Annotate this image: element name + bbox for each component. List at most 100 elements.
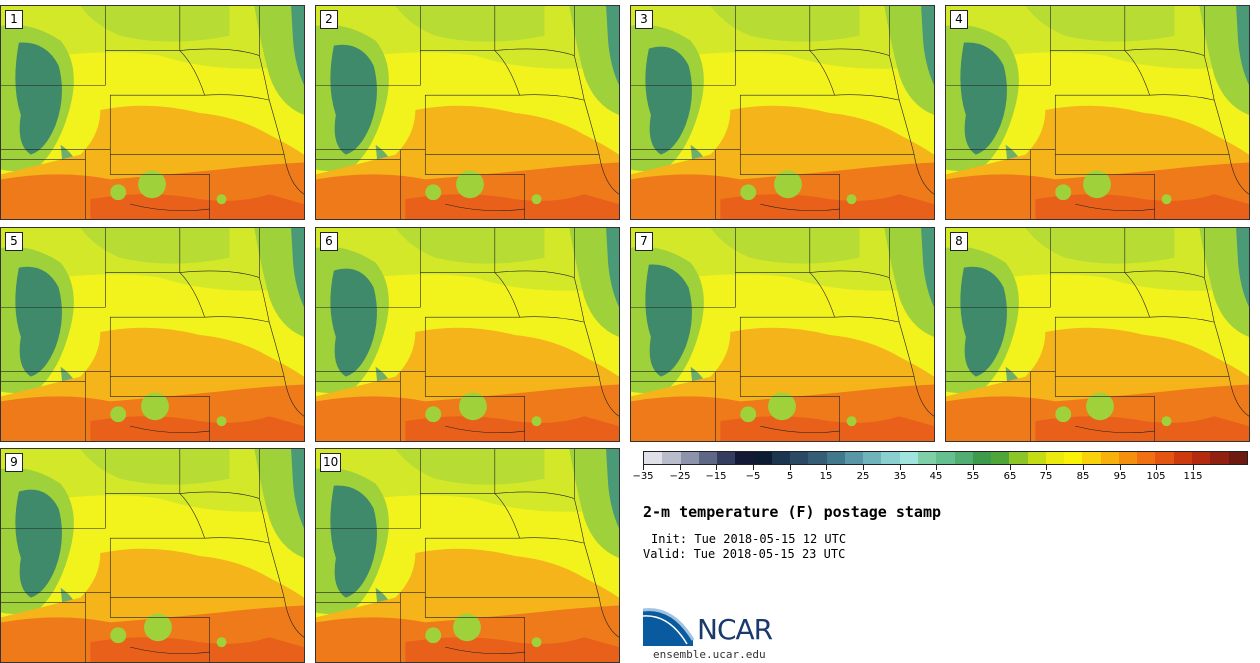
colorbar-tick: [1083, 465, 1084, 470]
member-number-badge: 3: [635, 10, 653, 29]
member-panel: 8: [945, 227, 1250, 442]
member-number-badge: 6: [320, 232, 338, 251]
colorbar-swatch: [1118, 452, 1138, 464]
member-number-badge: 1: [5, 10, 23, 29]
colorbar-swatch: [881, 452, 900, 464]
colorbar-swatch: [644, 452, 663, 464]
colorbar-tick-label: 35: [893, 471, 907, 482]
colorbar-swatch: [1173, 452, 1192, 464]
colorbar-swatch: [991, 452, 1010, 464]
colorbar-swatch: [936, 452, 955, 464]
colorbar-tick: [1120, 465, 1121, 470]
colorbar-swatch: [1082, 452, 1101, 464]
member-panel: 7: [630, 227, 935, 442]
colorbar-tick-label: 85: [1076, 471, 1090, 482]
colorbar-swatch: [899, 452, 918, 464]
colorbar-swatch: [972, 452, 992, 464]
colorbar-tick: [863, 465, 864, 470]
colorbar-tick: [1156, 465, 1157, 470]
site-url: ensemble.ucar.edu: [653, 648, 766, 661]
colorbar-swatch: [1009, 452, 1028, 464]
member-number-badge: 9: [5, 453, 23, 472]
temperature-map: [316, 6, 619, 219]
temperature-map: [946, 6, 1249, 219]
colorbar-swatch: [844, 452, 864, 464]
colorbar-tick: [1046, 465, 1047, 470]
colorbar-swatch: [790, 452, 809, 464]
colorbar-swatch: [1027, 452, 1046, 464]
colorbar-tick: [1010, 465, 1011, 470]
colorbar-swatch: [662, 452, 681, 464]
member-panel: 4: [945, 5, 1250, 220]
colorbar-swatch: [735, 452, 754, 464]
member-panel: 1: [0, 5, 305, 220]
colorbar-tick: [936, 465, 937, 470]
colorbar-tick: [643, 465, 644, 470]
valid-time: Valid: Tue 2018-05-15 23 UTC: [643, 547, 846, 561]
temperature-map: [1, 228, 304, 441]
colorbar-tick: [973, 465, 974, 470]
colorbar-tick: [716, 465, 717, 470]
temperature-map: [316, 228, 619, 441]
colorbar-swatch: [954, 452, 973, 464]
ncar-wordmark: NCAR: [697, 613, 773, 646]
temperature-map: [316, 449, 619, 662]
colorbar-swatch: [717, 452, 736, 464]
member-panel: 10: [315, 448, 620, 663]
colorbar-tick: [900, 465, 901, 470]
colorbar-tick: [1193, 465, 1194, 470]
colorbar-tick: [826, 465, 827, 470]
colorbar-swatch: [1210, 452, 1229, 464]
member-number-badge: 8: [950, 232, 968, 251]
colorbar-swatch: [826, 452, 845, 464]
colorbar-tick-label: 25: [856, 471, 870, 482]
colorbar-swatch: [1191, 452, 1211, 464]
member-number-badge: 5: [5, 232, 23, 251]
colorbar-swatch: [1064, 452, 1083, 464]
temperature-map: [946, 228, 1249, 441]
colorbar-tick: [790, 465, 791, 470]
colorbar-swatch: [1137, 452, 1156, 464]
colorbar-tick-label: −35: [632, 471, 654, 482]
member-number-badge: 4: [950, 10, 968, 29]
colorbar-tick-label: 75: [1039, 471, 1053, 482]
init-time: Init: Tue 2018-05-15 12 UTC: [651, 532, 847, 546]
colorbar-swatch: [808, 452, 827, 464]
colorbar-swatch: [1155, 452, 1174, 464]
member-panel: 2: [315, 5, 620, 220]
temperature-map: [1, 449, 304, 662]
temperature-colorbar: [643, 451, 1248, 465]
member-panel: 6: [315, 227, 620, 442]
member-panel: 9: [0, 448, 305, 663]
chart-title: 2-m temperature (F) postage stamp: [643, 503, 942, 521]
colorbar-tick-label: −25: [669, 471, 691, 482]
colorbar-swatch: [1100, 452, 1119, 464]
colorbar-swatch: [771, 452, 791, 464]
member-number-badge: 2: [320, 10, 338, 29]
colorbar-swatch: [698, 452, 718, 464]
temperature-map: [631, 228, 934, 441]
member-number-badge: 10: [320, 453, 342, 472]
colorbar-swatch: [1045, 452, 1065, 464]
colorbar-swatch: [753, 452, 772, 464]
colorbar-tick-label: 15: [819, 471, 833, 482]
colorbar-swatch: [680, 452, 699, 464]
temperature-map: [631, 6, 934, 219]
colorbar-ticks: −35 −25 −15 −5 5 15 25 35 45 55 65 75 85 95 105 115: [632, 465, 1248, 487]
ncar-logo-icon: [643, 608, 695, 646]
member-number-badge: 7: [635, 232, 653, 251]
colorbar-swatch: [917, 452, 937, 464]
colorbar-tick-label: 45: [929, 471, 943, 482]
colorbar-tick-label: 55: [966, 471, 980, 482]
colorbar-tick-label: 5: [786, 471, 794, 482]
colorbar-tick-label: −15: [705, 471, 727, 482]
colorbar-swatch: [1228, 452, 1247, 464]
member-panel: 3: [630, 5, 935, 220]
colorbar-tick-label: −5: [745, 471, 761, 482]
colorbar-tick-label: 95: [1113, 471, 1127, 482]
temperature-map: [1, 6, 304, 219]
colorbar-tick: [680, 465, 681, 470]
member-panel: 5: [0, 227, 305, 442]
colorbar-tick-label: 105: [1146, 471, 1166, 482]
colorbar-tick-label: 115: [1183, 471, 1203, 482]
